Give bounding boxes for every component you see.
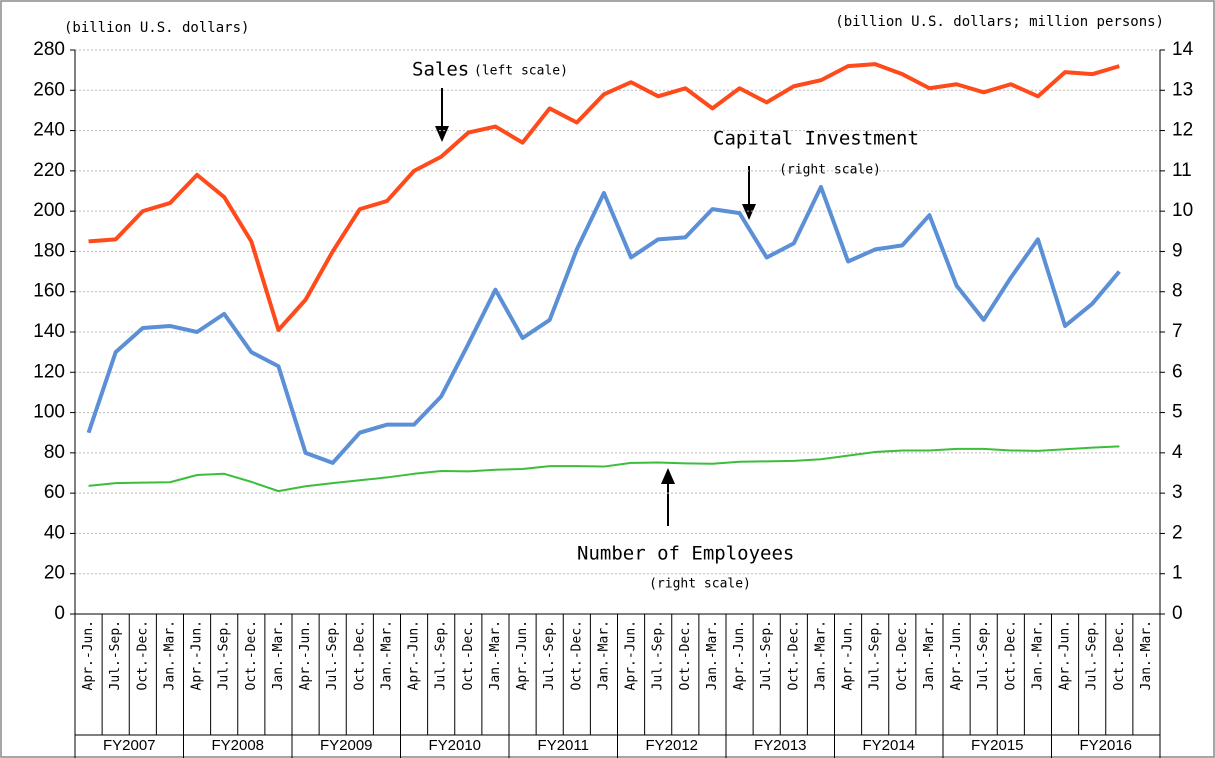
- x-tick-label: Apr.-Jun.: [732, 620, 747, 690]
- fiscal-year-label: FY2016: [1079, 737, 1132, 754]
- y2-tick-label: 6: [1172, 361, 1183, 382]
- x-tick-label: Jul.-Sep.: [1085, 620, 1100, 690]
- x-tick-label: Apr.-Jun.: [298, 620, 313, 690]
- x-tick-label: Apr.-Jun.: [81, 620, 96, 690]
- y-tick-label: 280: [33, 39, 65, 60]
- x-tick-label: Jan.-Mar.: [813, 620, 828, 690]
- y-tick-label: 0: [54, 603, 65, 624]
- x-tick-label: Jul.-Sep.: [434, 620, 449, 690]
- fiscal-year-label: FY2009: [320, 737, 373, 754]
- y2-tick-label: 1: [1172, 563, 1183, 584]
- x-tick-label: Jul.-Sep.: [868, 620, 883, 690]
- x-tick-label: Oct.-Dec.: [1112, 620, 1127, 690]
- x-tick-label: Apr.-Jun.: [1058, 620, 1073, 690]
- y-tick-label: 220: [33, 160, 65, 181]
- y-axis-label: (billion U.S. dollars): [64, 20, 249, 36]
- arrows: [435, 88, 756, 526]
- x-tick-label: Oct.-Dec.: [135, 620, 150, 690]
- x-tick-label: Jul.-Sep.: [325, 620, 340, 690]
- series-scale-note: (right scale): [649, 577, 751, 592]
- x-tick-label: Jan.-Mar.: [488, 620, 503, 690]
- series-scale-note: (left scale): [474, 64, 568, 79]
- y-tick-label: 160: [33, 281, 65, 302]
- fiscal-year-label: FY2008: [211, 737, 264, 754]
- x-tick-label: Oct.-Dec.: [1003, 620, 1018, 690]
- y-tick-label: 80: [44, 442, 65, 463]
- x-tick-label: Apr.-Jun.: [949, 620, 964, 690]
- series-annotation: Capital Investment: [713, 128, 919, 150]
- y-tick-label: 120: [33, 361, 65, 382]
- series-scale-note: (right scale): [779, 163, 881, 178]
- x-tick-label: Oct.-Dec.: [895, 620, 910, 690]
- y2-tick-label: 13: [1172, 79, 1193, 100]
- y2-tick-label: 11: [1172, 160, 1192, 181]
- y-tick-label: 60: [44, 482, 65, 503]
- fiscal-year-label: FY2011: [538, 737, 589, 754]
- x-tick-label: Apr.-Jun.: [841, 620, 856, 690]
- x-tick-label: Oct.-Dec.: [678, 620, 693, 690]
- series-line: [88, 445, 1120, 493]
- x-tick-label: Oct.-Dec.: [352, 620, 367, 690]
- y-tick-label: 180: [33, 240, 65, 261]
- fiscal-year-label: FY2010: [428, 737, 481, 754]
- y2-tick-label: 9: [1172, 240, 1183, 261]
- y-tick-label: 260: [33, 79, 65, 100]
- fiscal-year-label: FY2007: [103, 737, 156, 754]
- y2-tick-label: 8: [1172, 281, 1183, 302]
- y2-tick-label: 12: [1172, 120, 1193, 141]
- y2-tick-label: 3: [1172, 482, 1183, 503]
- y-tick-label: 40: [44, 522, 65, 543]
- x-tick-label: Jan.-Mar.: [1030, 620, 1045, 690]
- x-tick-label: Jul.-Sep.: [976, 620, 991, 690]
- x-tick-label: Jul.-Sep.: [108, 620, 123, 690]
- y2-tick-label: 5: [1172, 402, 1183, 423]
- y-tick-label: 200: [33, 200, 65, 221]
- x-tick-label: Apr.-Jun.: [515, 620, 530, 690]
- x-tick-label: Jul.-Sep.: [542, 620, 557, 690]
- x-tick-label: Jan.-Mar.: [379, 620, 394, 690]
- y2-tick-label: 2: [1172, 522, 1183, 543]
- series-annotation: Number of Employees: [577, 543, 794, 565]
- fiscal-year-label: FY2012: [645, 737, 698, 754]
- x-tick-label: Apr.-Jun.: [407, 620, 422, 690]
- x-tick-label: Jan.-Mar.: [1139, 620, 1154, 690]
- y2-tick-label: 7: [1172, 321, 1183, 342]
- x-tick-label: Jul.-Sep.: [217, 620, 232, 690]
- fiscal-year-label: FY2014: [862, 737, 915, 754]
- fiscal-year-label: FY2015: [971, 737, 1024, 754]
- x-tick-label: Apr.-Jun.: [190, 620, 205, 690]
- x-tick-label: Oct.-Dec.: [786, 620, 801, 690]
- x-tick-label: Oct.-Dec.: [569, 620, 584, 690]
- y-tick-label: 100: [33, 402, 65, 423]
- y-tick-label: 20: [44, 563, 65, 584]
- y2-tick-label: 4: [1172, 442, 1183, 463]
- series-line: [86, 184, 1121, 465]
- x-tick-label: Jan.-Mar.: [596, 620, 611, 690]
- y2-axis-label: (billion U.S. dollars; million persons): [835, 14, 1164, 30]
- series-annotation: Sales: [412, 59, 469, 81]
- y-tick-label: 140: [33, 321, 65, 342]
- x-tick-label: Jul.-Sep.: [759, 620, 774, 690]
- x-tick-label: Apr.-Jun.: [624, 620, 639, 690]
- x-tick-label: Oct.-Dec.: [461, 620, 476, 690]
- x-tick-label: Jan.-Mar.: [271, 620, 286, 690]
- y-tick-label: 240: [33, 120, 65, 141]
- y2-tick-label: 14: [1172, 39, 1194, 60]
- x-tick-label: Jan.-Mar.: [922, 620, 937, 690]
- x-tick-label: Jul.-Sep.: [651, 620, 666, 690]
- y2-tick-label: 0: [1172, 603, 1183, 624]
- y2-tick-label: 10: [1172, 200, 1193, 221]
- x-tick-label: Jan.-Mar.: [162, 620, 177, 690]
- x-tick-label: Oct.-Dec.: [244, 620, 259, 690]
- fiscal-year-label: FY2013: [754, 737, 807, 754]
- series-line: [88, 62, 1120, 332]
- x-tick-label: Jan.-Mar.: [705, 620, 720, 690]
